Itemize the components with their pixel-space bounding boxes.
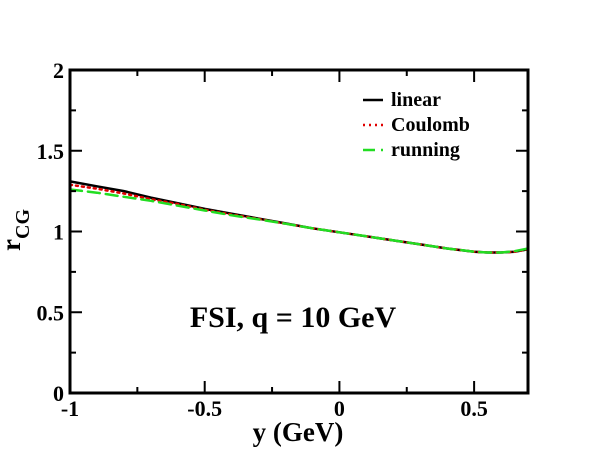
y-axis-label: rCG: [0, 209, 34, 251]
x-tick-label: -0.5: [187, 396, 222, 421]
y-tick-label: 1.5: [37, 139, 65, 164]
x-tick-label: -1: [61, 396, 79, 421]
legend: linear Coulomb running: [363, 89, 470, 161]
axis-ticks: [69, 69, 528, 394]
legend-label-coulomb: Coulomb: [391, 114, 470, 136]
tick-labels: -1 -0.5 0 0.5 0 0.5 1 1.5 2: [37, 58, 488, 421]
legend-label-running: running: [391, 139, 460, 161]
y-tick-label: 1: [53, 220, 64, 245]
x-axis-label: y (GeV): [253, 417, 344, 447]
plot-lines: [68, 180, 530, 254]
series-line-linear: [68, 180, 530, 254]
y-tick-label: 2: [53, 58, 64, 83]
legend-label-linear: linear: [391, 89, 441, 111]
plot-annotation: FSI, q = 10 GeV: [190, 301, 397, 334]
x-tick-label: 0: [334, 396, 345, 421]
series-line-running: [68, 188, 530, 254]
y-tick-label: 0.5: [37, 300, 65, 325]
x-tick-label: 0.5: [460, 396, 488, 421]
y-tick-label: 0: [53, 381, 64, 406]
